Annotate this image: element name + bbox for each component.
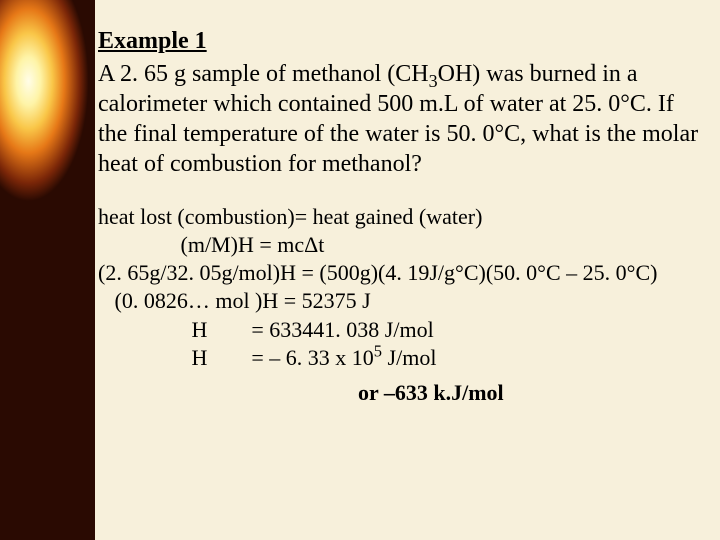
work-line-2: (m/M)H = mcΔt (98, 231, 700, 259)
superscript-5: 5 (374, 341, 382, 360)
work-line-5: H = 633441. 038 J/mol (98, 316, 700, 344)
problem-statement: A 2. 65 g sample of methanol (CH3OH) was… (98, 59, 700, 179)
flame-background (0, 0, 95, 540)
slide-content: Example 1 A 2. 65 g sample of methanol (… (98, 28, 700, 406)
problem-text-a: A 2. 65 g sample of methanol (CH (98, 61, 429, 87)
work-line-6b: J/mol (382, 345, 436, 370)
work-line-3: (2. 65g/32. 05g/mol)H = (500g)(4. 19J/g°… (98, 259, 700, 287)
worked-solution: heat lost (combustion)= heat gained (wat… (98, 203, 700, 372)
work-line-4: (0. 0826… mol )H = 52375 J (98, 287, 700, 315)
subscript-3: 3 (429, 71, 438, 91)
work-line-6a: H = – 6. 33 x 10 (98, 345, 374, 370)
final-answer: or –633 k.J/mol (98, 380, 700, 406)
example-title: Example 1 (98, 28, 700, 55)
work-line-6: H = – 6. 33 x 105 J/mol (98, 344, 700, 372)
work-line-1: heat lost (combustion)= heat gained (wat… (98, 203, 700, 231)
